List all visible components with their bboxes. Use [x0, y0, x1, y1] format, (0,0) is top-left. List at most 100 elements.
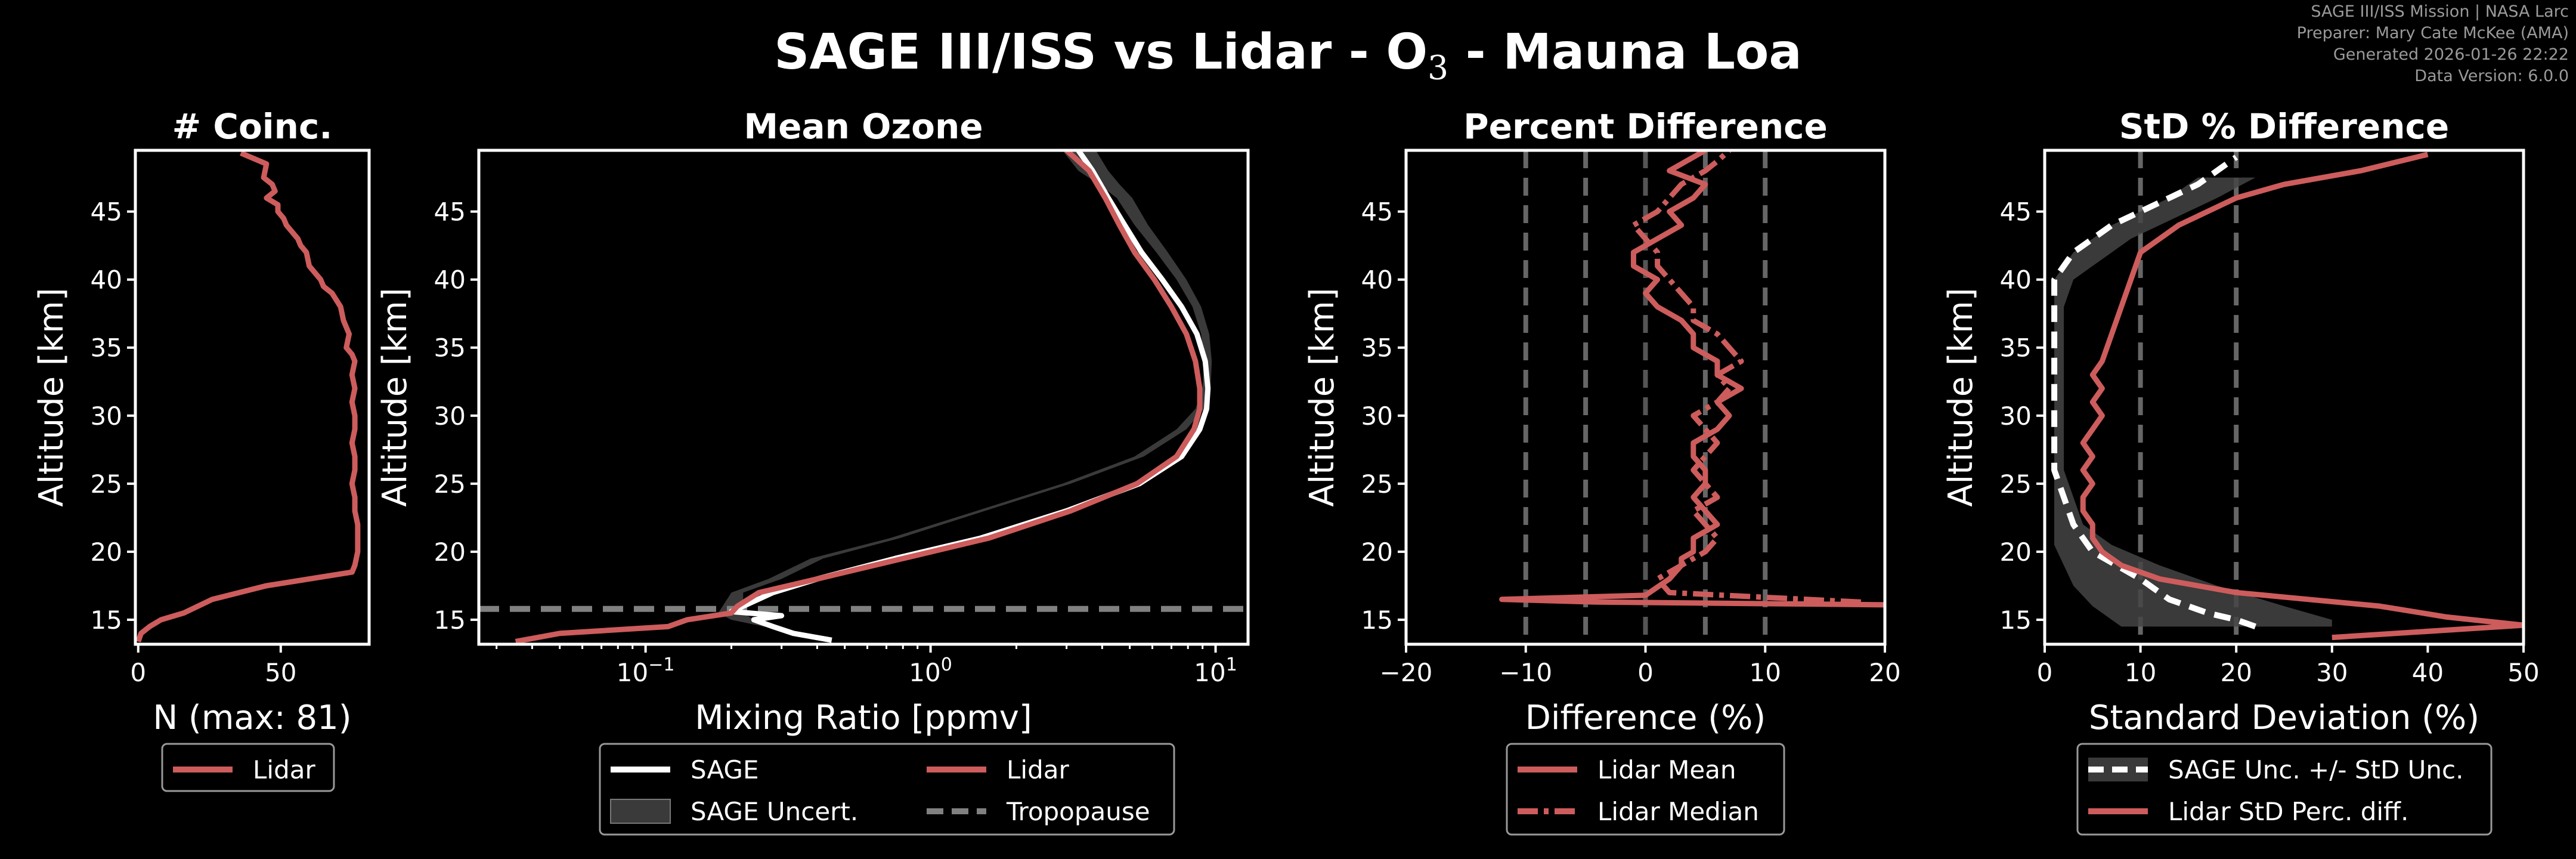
- figure-title-prefix: SAGE III/ISS vs Lidar - O: [774, 24, 1428, 81]
- figure-title: SAGE III/ISS vs Lidar - O3 - Mauna Loa: [0, 24, 2576, 86]
- figure-title-subscript: 3: [1428, 48, 1449, 87]
- legend-swatch: [610, 799, 671, 824]
- x-tick-label: 0: [1637, 658, 1654, 687]
- y-tick-label: 30: [1361, 401, 1393, 431]
- y-tick-label: 15: [1361, 605, 1393, 635]
- x-axis-label: Difference (%): [1525, 699, 1766, 737]
- y-tick-label: 30: [2000, 401, 2032, 431]
- x-tick-label: 10−1: [617, 654, 675, 687]
- x-tick-label: 50: [265, 658, 296, 687]
- y-tick-label: 30: [434, 401, 466, 431]
- legend: Lidar: [161, 743, 335, 792]
- y-tick-label: 20: [434, 537, 466, 567]
- x-tick-exponent: 0: [941, 654, 952, 675]
- panel-title: Percent Difference: [1463, 106, 1828, 147]
- x-tick-label: 10: [2125, 658, 2156, 687]
- legend-frame: [2076, 743, 2493, 836]
- legend-frame: [599, 743, 1175, 836]
- y-tick-label: 15: [2000, 605, 2032, 635]
- plot-area: [2051, 150, 2524, 644]
- series-line: [728, 150, 1211, 643]
- series-line: [2051, 155, 2256, 630]
- legend-label: Lidar: [1007, 755, 1069, 784]
- meta-generated: Generated 2026-01-26 22:22: [2333, 45, 2569, 64]
- x-tick-label: 0: [2037, 658, 2053, 687]
- series-line: [515, 150, 1203, 644]
- panel-title: Mean Ozone: [744, 106, 983, 147]
- uncertainty-band: [718, 150, 1212, 627]
- legend-label: Lidar StD Perc. diff.: [2168, 797, 2408, 826]
- legend-label: SAGE Unc. +/- StD Unc.: [2168, 755, 2464, 784]
- x-tick-label: 40: [2412, 658, 2444, 687]
- chart-panel-4: StD % Difference 15 20 25 30 35 40 45 0 10 20 30 40 5…: [1942, 106, 2540, 836]
- meta-preparer: Preparer: Mary Cate McKee (AMA): [2296, 24, 2569, 42]
- y-tick-label: 35: [91, 333, 122, 363]
- y-tick-label: 20: [1361, 537, 1393, 567]
- legend-label: Lidar Median: [1597, 797, 1759, 826]
- plot-frame: [134, 149, 371, 646]
- y-tick-label: 40: [2000, 265, 2032, 295]
- metadata-block: SAGE III/ISS Mission | NASA Larc Prepare…: [2297, 1, 2569, 87]
- plot-frame: [477, 149, 1250, 646]
- x-tick-exponent: 1: [1226, 654, 1237, 675]
- x-tick-label: −10: [1499, 658, 1552, 687]
- y-tick-label: 40: [1361, 265, 1393, 295]
- y-tick-label: 20: [91, 537, 122, 567]
- meta-version: Data Version: 6.0.0: [2414, 67, 2569, 85]
- y-tick-label: 25: [91, 469, 122, 499]
- x-tick-label: 10: [1750, 658, 1781, 687]
- figure-title-suffix: - Mauna Loa: [1448, 24, 1802, 81]
- plot-frame: [2043, 149, 2525, 646]
- y-tick-label: 20: [2000, 537, 2032, 567]
- panel-title: StD % Difference: [2119, 106, 2449, 147]
- legend-label: SAGE: [691, 755, 759, 784]
- y-tick-label: 45: [91, 197, 122, 227]
- y-tick-label: 30: [91, 401, 122, 431]
- y-tick-label: 45: [2000, 197, 2032, 227]
- chart-panel-3: Percent Difference 15 20 25 30 35 40 45 −20 −10 0 1…: [1303, 106, 1901, 836]
- x-tick-label: 30: [2316, 658, 2348, 687]
- x-tick-label: 20: [1869, 658, 1900, 687]
- meta-mission: SAGE III/ISS Mission | NASA Larc: [2311, 2, 2569, 21]
- x-axis-label: Mixing Ratio [ppmv]: [695, 699, 1032, 737]
- y-tick-label: 40: [91, 265, 122, 295]
- x-tick-label: −20: [1380, 658, 1433, 687]
- legend-label: Tropopause: [1006, 797, 1150, 826]
- legend-label: Lidar Mean: [1597, 755, 1736, 784]
- y-tick-label: 15: [434, 605, 466, 635]
- series-line: [1499, 150, 1885, 608]
- x-tick-label: 50: [2507, 658, 2539, 687]
- y-tick-label: 35: [434, 333, 466, 363]
- legend: Lidar Mean Lidar Median: [1506, 743, 1785, 836]
- uncertainty-band: [2054, 177, 2332, 627]
- series-line: [2080, 152, 2524, 641]
- series-line: [135, 150, 361, 642]
- x-tick-label: 101: [1194, 654, 1237, 687]
- panel-title: # Coinc.: [172, 106, 333, 147]
- y-tick-label: 25: [2000, 469, 2032, 499]
- legend: SAGE Unc. +/- StD Unc. Lidar StD Perc. di…: [2076, 743, 2493, 836]
- y-axis-label: Altitude [km]: [1303, 288, 1342, 506]
- x-axis-label: Standard Deviation (%): [2089, 699, 2479, 737]
- y-tick-label: 40: [434, 265, 466, 295]
- y-tick-label: 45: [1361, 197, 1393, 227]
- y-tick-label: 35: [1361, 333, 1393, 363]
- plot-area: [135, 150, 361, 642]
- plot-area: [479, 150, 1248, 644]
- y-tick-label: 25: [434, 469, 466, 499]
- y-axis-label: Altitude [km]: [32, 288, 71, 506]
- legend-label: Lidar: [253, 755, 315, 784]
- x-tick-label: 100: [909, 654, 952, 687]
- legend: SAGE Lidar SAGE Uncert. Tropopause: [599, 743, 1175, 836]
- legend-frame: [161, 743, 335, 792]
- x-axis-label: N (max: 81): [153, 699, 351, 737]
- y-tick-label: 35: [2000, 333, 2032, 363]
- x-tick-exponent: −1: [648, 654, 674, 675]
- chart-panel-1: # Coinc. 15 20 25 30 35 40 45 0 50 N (max: 81) Alti…: [32, 106, 371, 792]
- y-axis-label: Altitude [km]: [1942, 288, 1980, 506]
- x-tick-label: 0: [130, 658, 146, 687]
- plot-area: [1499, 150, 1885, 644]
- y-tick-label: 45: [434, 197, 466, 227]
